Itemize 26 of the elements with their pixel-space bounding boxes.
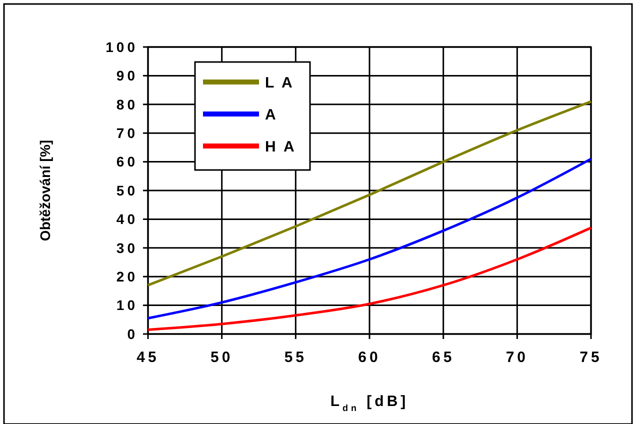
y-tick-label: 0 [127,326,138,342]
y-tick-label: 60 [116,154,138,170]
y-tick-label: 90 [116,68,138,84]
x-axis-title: L$_{dn}$ [dB] [330,393,409,413]
legend-label: L A [265,74,294,92]
y-tick-label: 40 [116,211,138,228]
y-tick-label: 100 [106,38,138,55]
line-series [146,100,592,286]
x-tick-label: 70 [506,349,529,366]
y-tick-label: 20 [116,268,138,284]
y-tick-label: 30 [116,240,138,256]
y-tick-label: 70 [116,125,138,141]
x-tick-label: 45 [136,349,160,366]
line-series [146,226,592,331]
x-tick-label: 65 [432,349,455,366]
x-tick-label: 60 [358,349,381,366]
y-axis-title: Obtěžování [%] [37,140,53,242]
x-tick-label: 50 [210,349,234,366]
y-tick-label: 80 [116,96,138,112]
line-series [146,158,592,320]
legend-label: A [265,106,278,124]
x-tick-label: 55 [284,349,308,366]
x-tick-label: 75 [580,349,602,366]
y-tick-label: 10 [116,297,138,314]
legend-label: H A [265,138,296,156]
y-tick-label: 50 [116,182,138,198]
